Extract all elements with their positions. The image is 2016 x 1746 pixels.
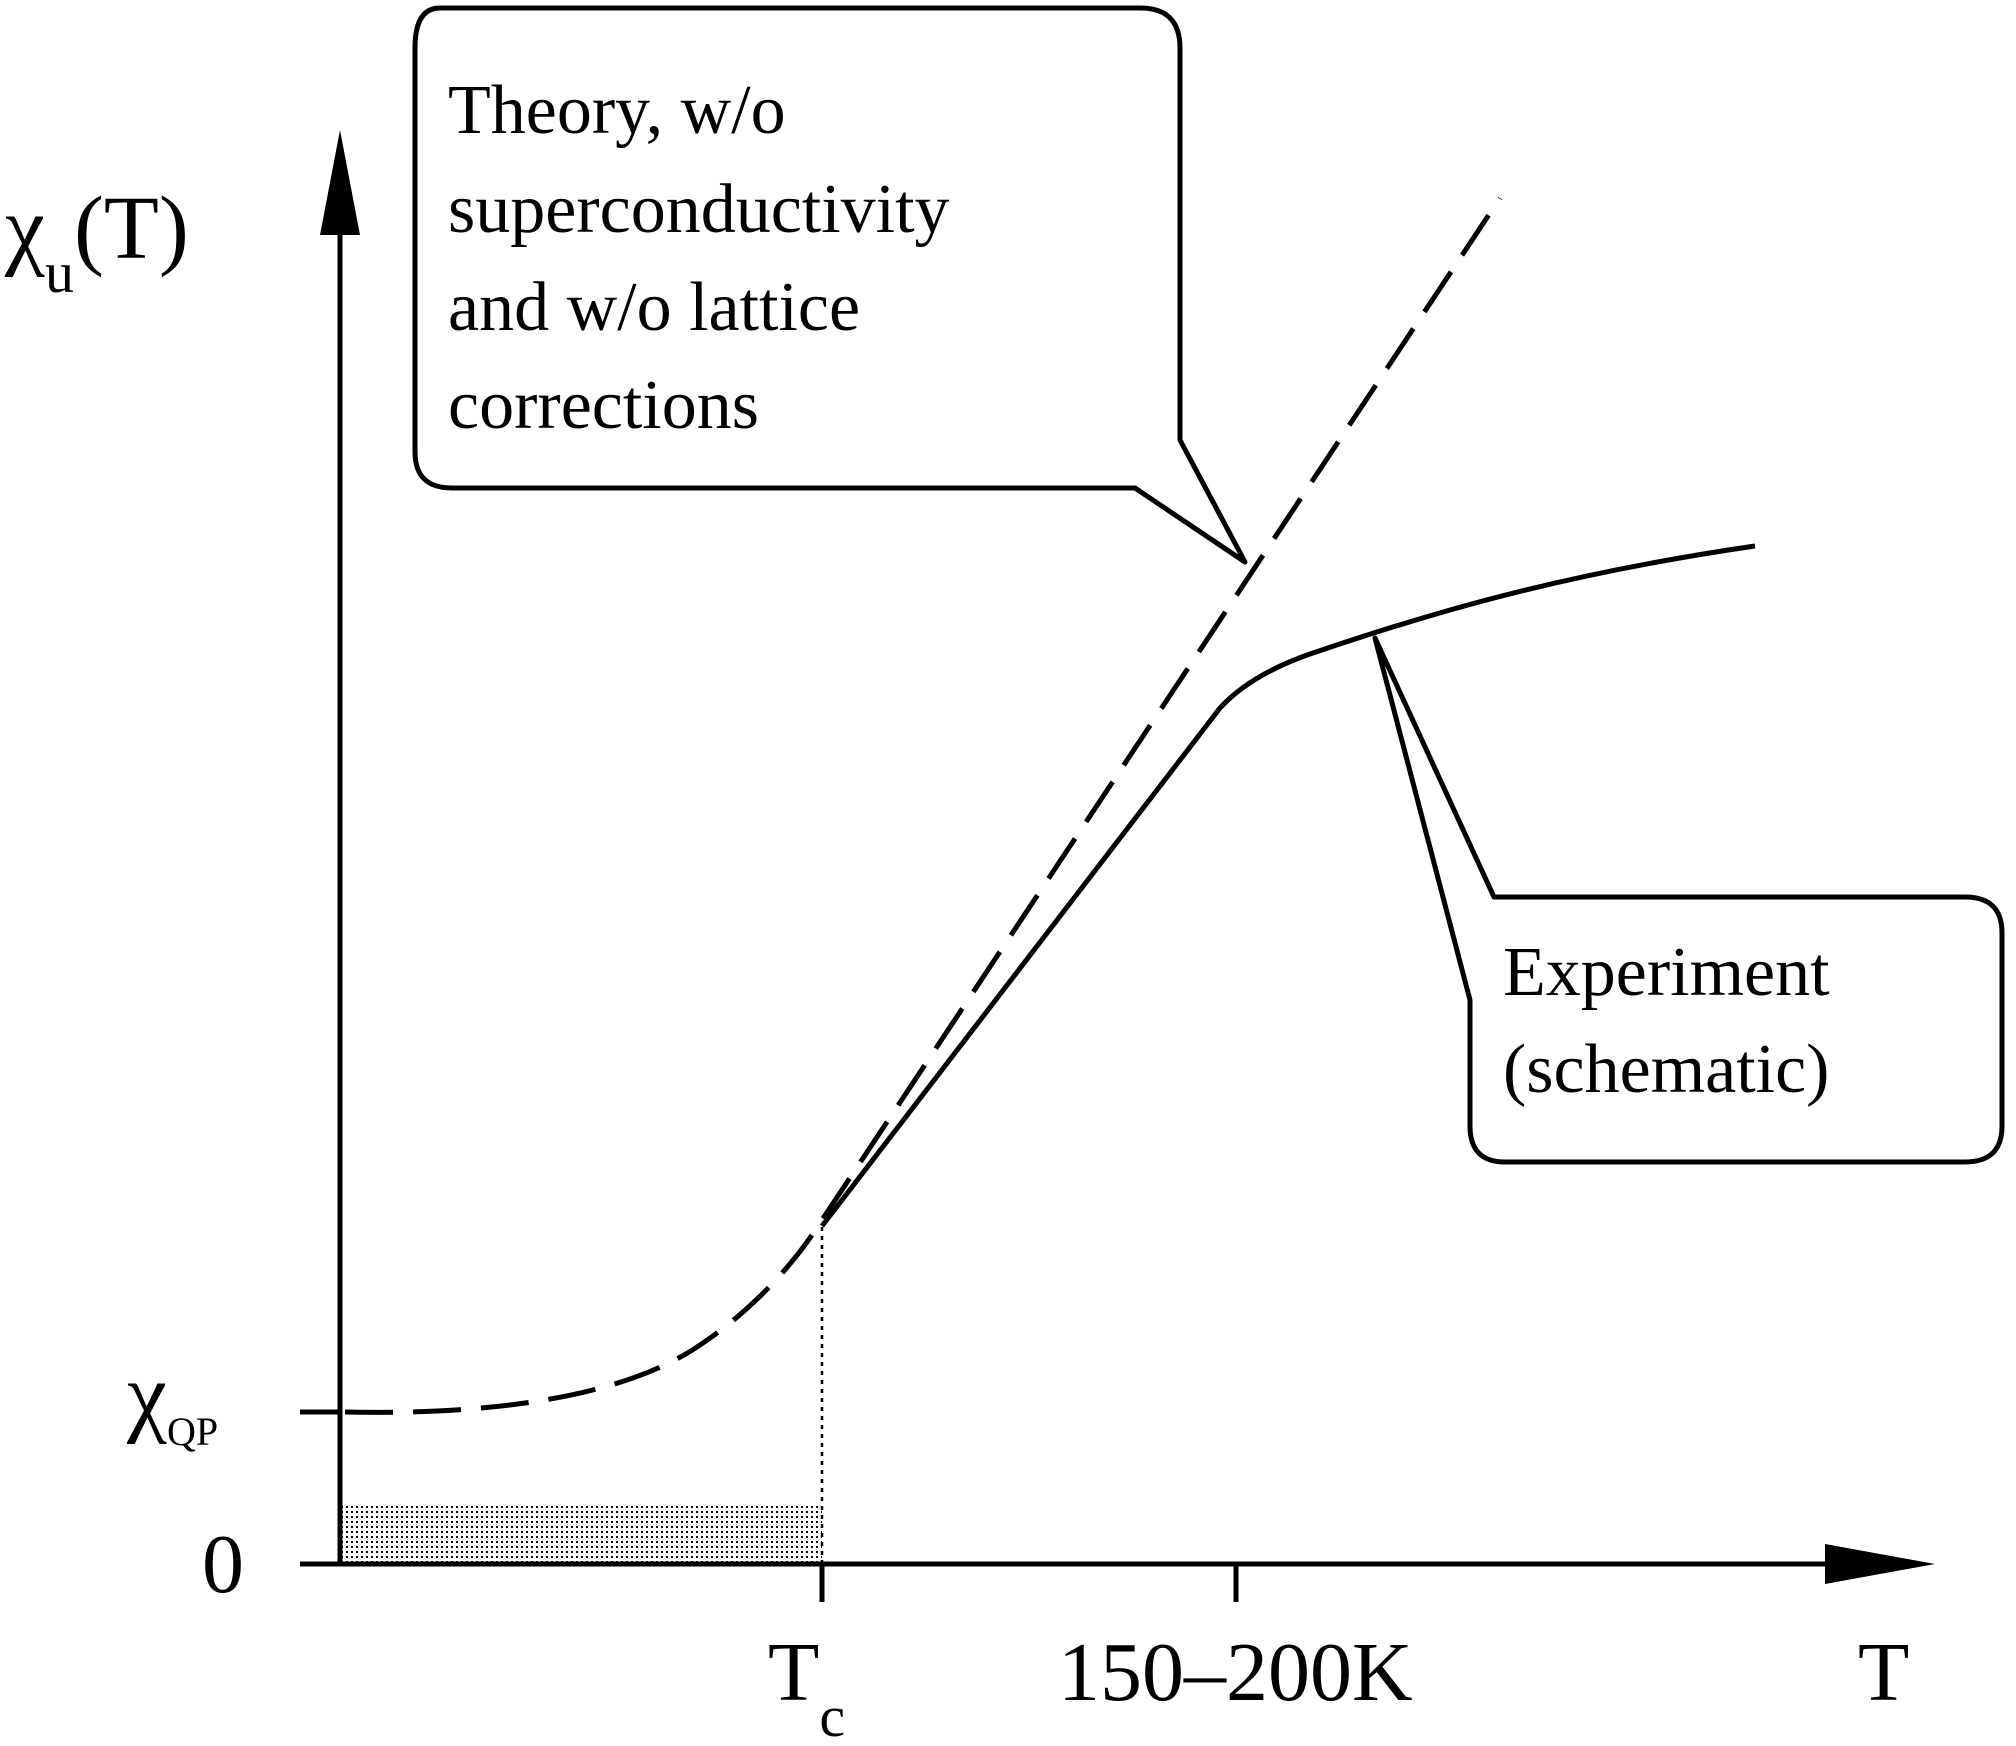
- theory-label-line-1: Theory, w/o: [448, 72, 786, 149]
- y-tick-qp-label: χQP: [126, 1346, 218, 1454]
- x-tick-range-label: 150–200K: [1058, 1626, 1413, 1719]
- y-axis-title-suffix: (T): [74, 179, 189, 278]
- y-axis-arrowhead: [320, 130, 360, 235]
- y-axis-title-subscript: u: [45, 240, 74, 305]
- experiment-label-line-1: Experiment: [1503, 934, 1830, 1011]
- x-axis-title: T: [1858, 1626, 1909, 1719]
- y-axis-title: χu(T): [4, 179, 189, 305]
- x-axis-arrowhead: [1825, 1544, 1935, 1584]
- experiment-label: Experiment (schematic): [1503, 934, 1847, 1108]
- experiment-callout-bubble: [1372, 635, 2005, 1165]
- y-tick-qp-symbol: χ: [126, 1346, 167, 1445]
- theory-callout-bubble: [412, 5, 1248, 565]
- theory-label: Theory, w/o superconductivity and w/o la…: [448, 72, 967, 444]
- y-tick-qp-subscript: QP: [167, 1409, 218, 1454]
- experiment-curve-solid: [820, 543, 1756, 1228]
- theory-curve-dashed: [344, 196, 1503, 1415]
- theory-label-line-3: and w/o lattice: [448, 269, 860, 346]
- theory-label-line-4: corrections: [448, 367, 759, 444]
- superconducting-shaded-region: [340, 1506, 822, 1564]
- x-tick-tc-label: Tc: [768, 1626, 845, 1746]
- x-tick-tc-symbol: T: [768, 1626, 819, 1719]
- y-axis-title-symbol: χ: [4, 179, 45, 278]
- y-tick-zero-label: 0: [202, 1518, 244, 1611]
- theory-label-line-2: superconductivity: [448, 171, 950, 248]
- experiment-label-line-2: (schematic): [1503, 1031, 1829, 1108]
- x-tick-tc-subscript: c: [819, 1684, 845, 1746]
